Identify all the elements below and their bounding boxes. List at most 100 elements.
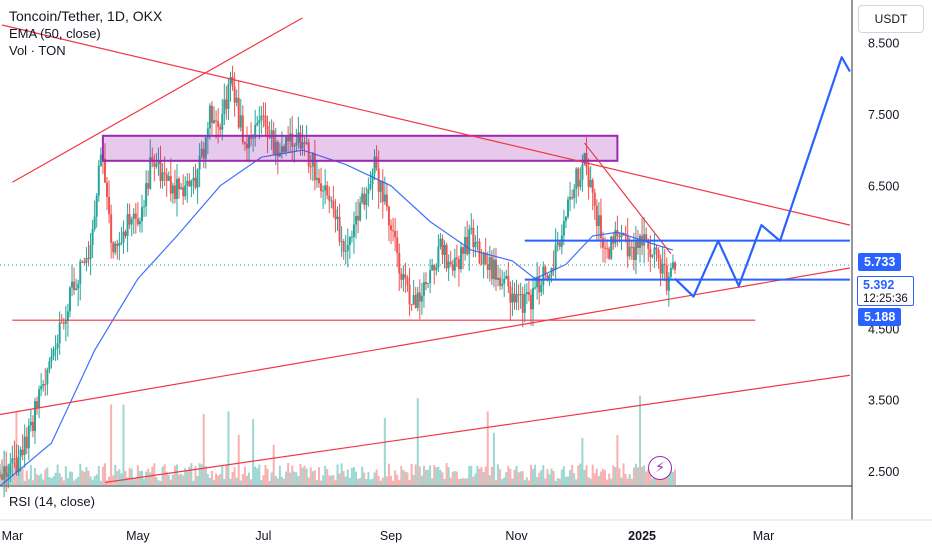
volume-bar <box>634 463 637 485</box>
volume-bar <box>23 480 26 485</box>
volume-bar <box>68 471 71 485</box>
candle-body <box>235 97 238 103</box>
candle-body <box>653 247 656 255</box>
candle-body <box>180 187 183 190</box>
volume-bar <box>283 478 285 485</box>
x-tick-label: May <box>126 529 150 543</box>
candle-body <box>40 385 43 390</box>
candle-body <box>46 369 49 385</box>
candle-body <box>556 242 559 245</box>
candle-body <box>287 137 290 142</box>
candle-body <box>5 466 8 477</box>
volume-bar <box>472 476 475 485</box>
candle-body <box>663 263 666 266</box>
candle-body <box>141 207 143 222</box>
candle-body <box>91 229 94 245</box>
candle-body <box>451 264 454 271</box>
volume-bar <box>525 477 528 485</box>
candle-body <box>355 215 358 225</box>
volume-bar <box>276 478 279 485</box>
volume-bar <box>663 474 666 485</box>
volume-bar <box>538 472 541 485</box>
candle-body <box>398 253 401 274</box>
candle-body <box>231 76 234 87</box>
volume-bar <box>204 466 207 485</box>
volume-bar <box>636 467 639 485</box>
volume-bar <box>546 469 549 485</box>
volume-bar <box>71 471 74 485</box>
candle-body <box>390 225 393 231</box>
volume-bar <box>581 437 584 485</box>
volume-bar <box>369 479 372 485</box>
candle-body <box>459 247 462 270</box>
volume-bar <box>40 473 43 485</box>
candle-body <box>550 268 553 276</box>
currency-button[interactable]: USDT <box>858 5 924 33</box>
volume-indicator-label[interactable]: Vol · TON <box>9 43 66 58</box>
candle-body <box>136 218 139 225</box>
candle-body <box>529 294 532 310</box>
volume-bar <box>233 467 236 485</box>
candle-body <box>19 449 22 457</box>
volume-bar <box>280 476 283 485</box>
candle-body <box>385 194 388 207</box>
ema-indicator-label[interactable]: EMA (50, close) <box>9 26 101 41</box>
volume-bar <box>558 478 561 485</box>
candle-body <box>215 120 218 122</box>
candle-body <box>7 473 10 477</box>
volume-bar <box>198 463 201 485</box>
candle-body <box>23 436 26 455</box>
volume-bar <box>671 471 674 485</box>
candle-body <box>410 304 413 306</box>
last-price-badge: 5.392 12:25:36 <box>857 276 914 306</box>
candle-body <box>558 242 561 247</box>
last-price-value: 5.392 <box>863 278 895 292</box>
volume-bar <box>513 469 516 485</box>
volume-bar <box>418 466 421 485</box>
symbol-title[interactable]: Toncoin/Tether, 1D, OKX <box>9 8 163 24</box>
lightning-icon[interactable]: ⚡ <box>648 456 672 480</box>
volume-bar <box>81 470 84 485</box>
volume-bar <box>301 467 304 485</box>
candle-body <box>213 120 216 123</box>
volume-bar <box>540 470 543 485</box>
volume-bar <box>367 471 370 485</box>
candle-body <box>272 130 275 155</box>
volume-bar <box>330 475 333 485</box>
candle-body <box>173 185 176 199</box>
volume-bar <box>145 471 148 485</box>
volume-bar <box>408 479 411 485</box>
volume-bar <box>534 464 537 485</box>
candle-body <box>108 196 111 215</box>
rsi-indicator-label[interactable]: RSI (14, close) <box>9 494 95 509</box>
volume-bar <box>91 479 94 485</box>
candle-body <box>155 163 158 167</box>
volume-bar <box>379 480 382 485</box>
volume-bar <box>377 475 380 485</box>
candle-body <box>184 185 187 197</box>
volume-bar <box>422 465 425 485</box>
y-tick-label: 7.500 <box>868 108 899 122</box>
volume-bar <box>254 466 257 485</box>
volume-bar <box>260 480 263 485</box>
candle-body <box>120 242 123 244</box>
volume-bar <box>519 471 522 485</box>
candle-body <box>357 215 360 221</box>
volume-bar <box>597 475 600 485</box>
volume-bar <box>147 468 150 485</box>
candle-body <box>511 293 514 303</box>
candle-body <box>379 181 382 192</box>
candle-body <box>165 173 168 181</box>
candle-body <box>130 219 133 225</box>
candle-body <box>509 286 512 303</box>
volume-bar <box>505 472 508 485</box>
mid-support-line <box>0 267 851 416</box>
volume-bar <box>163 464 166 485</box>
candle-body <box>54 348 57 350</box>
candle-body <box>665 265 668 291</box>
candle-body <box>344 250 347 252</box>
volume-bar <box>334 480 337 485</box>
candle-body <box>48 361 51 370</box>
candle-body <box>103 158 106 183</box>
